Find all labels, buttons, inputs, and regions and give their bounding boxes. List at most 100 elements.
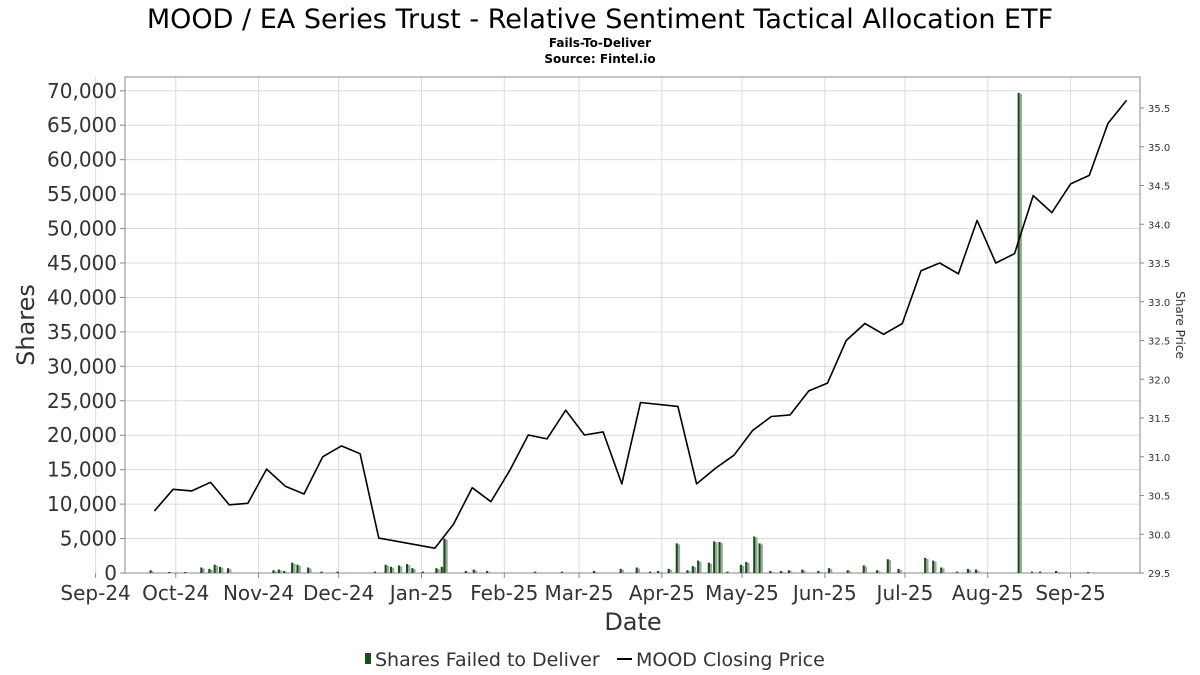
ftd-bar-dark — [862, 565, 865, 573]
ftd-bar — [218, 566, 224, 573]
ftd-bar-light — [878, 571, 881, 573]
ftd-bar — [320, 571, 325, 574]
ftd-bar — [200, 567, 205, 573]
ftd-bar-light — [621, 569, 625, 573]
ftd-bar — [560, 571, 566, 574]
ftd-bar-light — [715, 542, 718, 573]
ftd-bar-light — [1033, 572, 1036, 574]
ftd-bar-dark — [691, 566, 694, 573]
y-tick-label: 10,000 — [47, 492, 117, 516]
ftd-bar-light — [848, 571, 852, 573]
ftd-bar-dark — [218, 566, 222, 573]
ftd-bar-dark — [697, 560, 700, 573]
ftd-bar — [291, 562, 296, 573]
ftd-bar-dark — [966, 568, 970, 573]
x-axis-ticks: Sep-24 Oct-24 Nov-24 Dec-24 Jan-25 Feb-25 Mar-… — [60, 573, 1106, 605]
ftd-bar-light — [466, 571, 470, 573]
ftd-bar-light — [755, 537, 758, 573]
ftd-bar-light — [536, 572, 539, 574]
ftd-bar — [411, 568, 416, 573]
ftd-bar — [801, 569, 806, 573]
ftd-bar-dark — [657, 570, 660, 573]
ftd-bar — [149, 570, 154, 573]
ftd-bar-light — [445, 539, 448, 573]
ftd-bar — [296, 564, 301, 573]
ftd-bar-light — [1089, 572, 1092, 574]
ftd-bar-light — [215, 565, 219, 573]
ftd-bar-dark — [817, 570, 820, 573]
ftd-bar — [739, 564, 745, 573]
ftd-bar-light — [595, 571, 598, 573]
ftd-bar-dark — [1017, 92, 1020, 573]
ftd-bar-dark — [801, 569, 804, 573]
ftd-bar-light — [413, 569, 416, 573]
ftd-bar-dark — [472, 569, 475, 573]
y2-tick-label: 30.5 — [1148, 492, 1170, 503]
ftd-bar-light — [488, 571, 491, 573]
ftd-bar-dark — [846, 570, 849, 573]
ftd-bar — [208, 568, 213, 573]
ftd-bar-light — [977, 570, 980, 573]
ftd-bar-dark — [1038, 571, 1042, 573]
ftd-bar-dark — [940, 567, 943, 573]
ftd-bar-dark — [758, 543, 761, 573]
ftd-bar-dark — [435, 568, 438, 573]
grid-lines — [95, 77, 1140, 574]
y2-tick-label: 32.5 — [1148, 337, 1170, 348]
x-tick-label: Jan-25 — [388, 581, 454, 605]
ftd-bars — [149, 92, 1092, 574]
ftd-bar-light — [693, 567, 697, 573]
ftd-bar-light — [790, 571, 793, 573]
y2-tick-label: 35.5 — [1148, 104, 1170, 115]
ftd-bar-dark — [753, 536, 756, 573]
chart-source: Source: Fintel.io — [544, 52, 655, 66]
ftd-bar — [635, 567, 641, 573]
ftd-bar — [184, 571, 189, 574]
ftd-bar-dark — [686, 570, 689, 573]
ftd-bar — [619, 568, 625, 573]
y2-tick-label: 34.0 — [1148, 220, 1170, 231]
ftd-bar — [753, 536, 758, 573]
legend: Shares Failed to Deliver MOOD Closing Pr… — [365, 649, 825, 671]
x-tick-label: Jun-25 — [791, 581, 857, 605]
ftd-bar — [534, 571, 539, 574]
ftd-bar-dark — [924, 557, 927, 573]
ftd-bar-light — [400, 566, 403, 573]
ftd-bar-light — [1057, 571, 1060, 573]
ftd-bar — [697, 560, 702, 573]
ftd-bar-light — [437, 569, 440, 573]
y-tick-label: 60,000 — [47, 148, 117, 172]
x-axis-label: Date — [604, 608, 661, 636]
ftd-bar — [846, 570, 852, 573]
ftd-bar-light — [221, 567, 224, 573]
y2-tick-label: 30.0 — [1148, 530, 1170, 541]
y-tick-label: 15,000 — [47, 458, 117, 482]
ftd-bar-dark — [464, 570, 467, 573]
ftd-bar-dark — [440, 566, 443, 573]
ftd-bar — [272, 570, 277, 573]
ftd-bar-dark — [384, 564, 387, 573]
y-tick-label: 50,000 — [47, 217, 117, 241]
ftd-bar — [876, 570, 881, 573]
ftd-bar-light — [563, 572, 566, 574]
ftd-bar-light — [170, 572, 173, 574]
ftd-bar-dark — [443, 538, 446, 573]
ftd-bar-light — [298, 565, 301, 573]
ftd-bar-dark — [307, 567, 310, 573]
ftd-bar — [1030, 571, 1036, 574]
ftd-bar — [691, 566, 697, 573]
ftd-bar-dark — [320, 571, 323, 573]
ftd-bar-dark — [827, 568, 831, 573]
ftd-bar — [657, 570, 662, 573]
ftd-bar-light — [688, 571, 691, 573]
chart-title: MOOD / EA Series Trust - Relative Sentim… — [147, 4, 1053, 35]
ftd-bar-dark — [635, 567, 638, 573]
ftd-bar-light — [637, 568, 641, 573]
ftd-bar-dark — [283, 570, 286, 573]
y-tick-label: 30,000 — [47, 354, 117, 378]
y2-tick-label: 35.0 — [1148, 143, 1170, 154]
x-tick-label: Sep-24 — [60, 581, 130, 605]
ftd-bar — [1017, 92, 1023, 573]
ftd-bar-light — [424, 572, 427, 574]
ftd-bar — [769, 570, 774, 573]
